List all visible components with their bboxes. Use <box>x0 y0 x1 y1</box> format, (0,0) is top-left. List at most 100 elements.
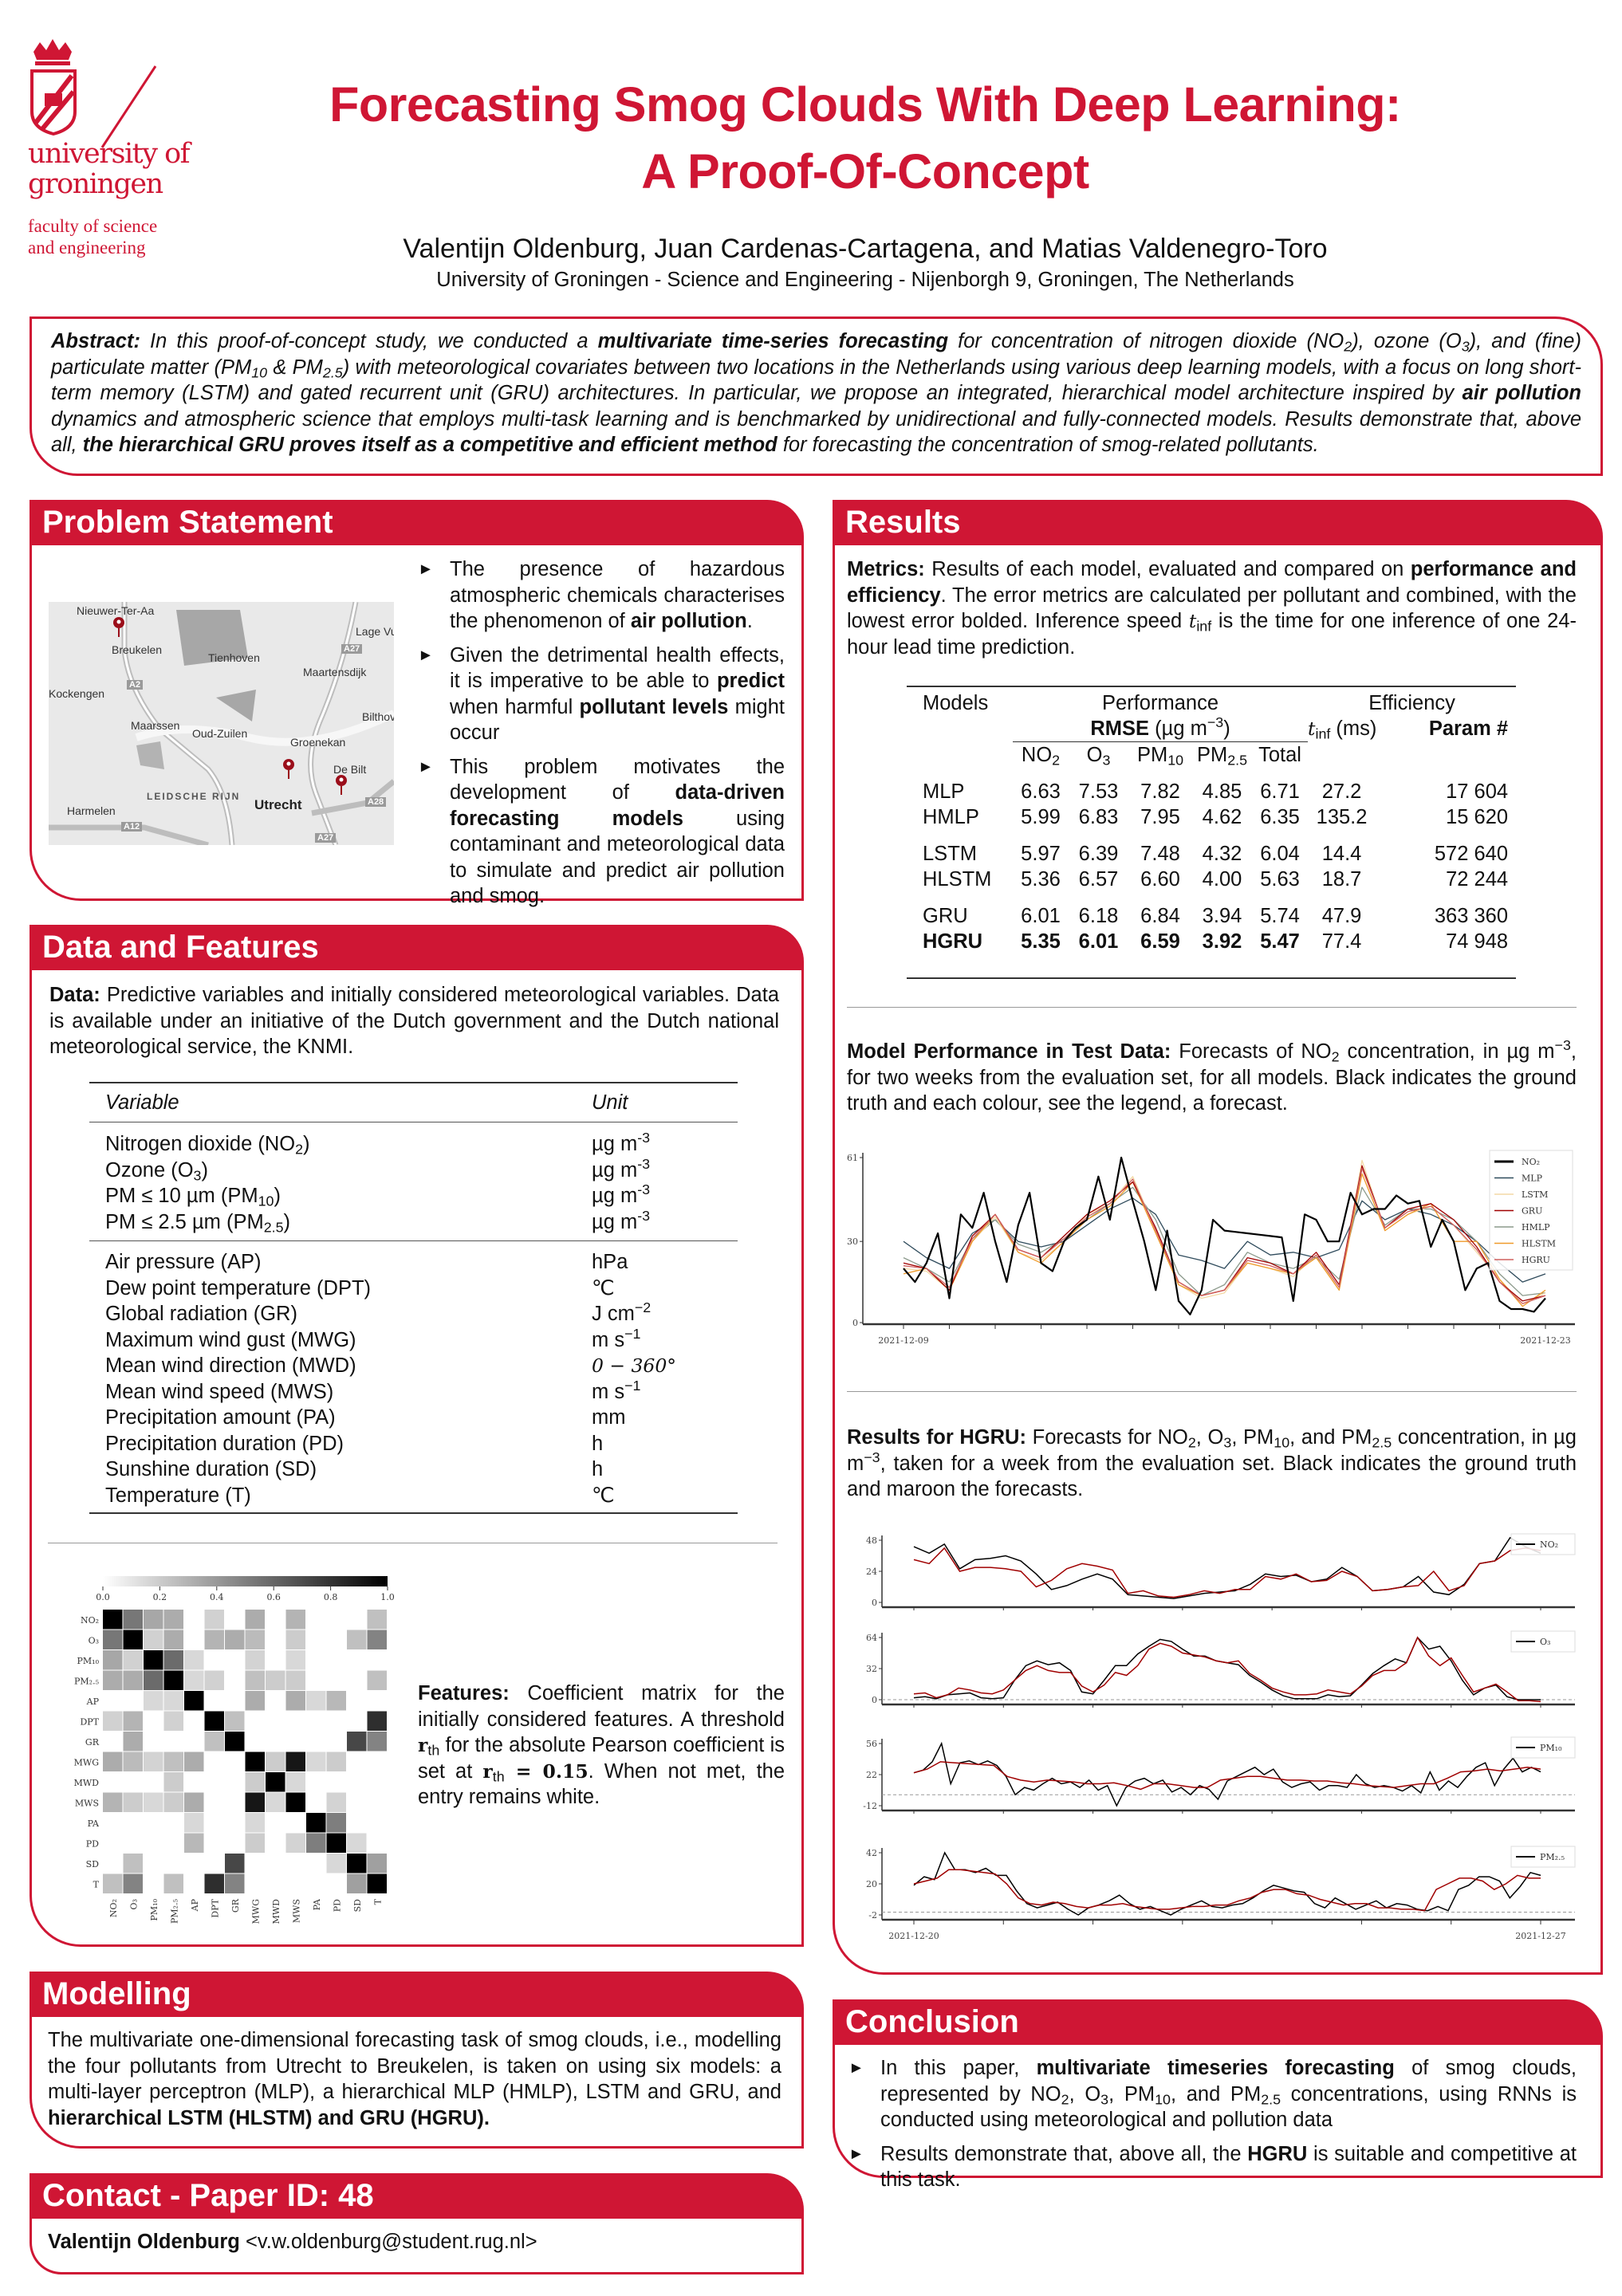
pollutant-col-header: Total <box>1252 742 1308 769</box>
text-segment: <v.w.oldenburg@student.rug.nl> <box>239 2231 537 2253</box>
table-bottom-rule <box>89 1512 738 1514</box>
text-segment: 10 <box>1274 1434 1290 1451</box>
text-segment: . The error metrics are calculated per p… <box>847 584 1577 633</box>
heatmap-cell-2-4 <box>184 1650 204 1670</box>
heatmap-cell-6-7 <box>245 1732 265 1751</box>
heatmap-col-label: MWG <box>250 1899 261 1924</box>
text-segment: Predictive variables and initially consi… <box>49 984 779 1058</box>
model: HLSTM <box>923 868 992 890</box>
text-segment: for concentration of nitrogen dioxide (N… <box>948 330 1344 352</box>
legend-label: NO₂ <box>1540 1539 1558 1550</box>
text-segment: when harmful <box>450 695 580 718</box>
series-line-hgru-forecast <box>913 1761 1541 1791</box>
heatmap-cell-4-5 <box>204 1691 224 1711</box>
model-performance-text: Model Performance in Test Data: Forecast… <box>847 1037 1577 1117</box>
map-label: Maarssen <box>131 719 180 732</box>
text-segment: −3 <box>864 1449 880 1465</box>
variable-name: Maximum wind gust (MWG) <box>105 1327 356 1354</box>
text-segment: , O <box>1069 2082 1101 2105</box>
heatmap-col-label: NO₂ <box>108 1899 119 1917</box>
text-segment: th <box>492 1767 505 1784</box>
rmse-value: 5.99 <box>1021 806 1061 828</box>
colorbar <box>103 1576 388 1586</box>
bullet-item: ► Results demonstrate that, above all, th… <box>847 2141 1577 2193</box>
heatmap-cell-4-8 <box>266 1691 285 1711</box>
text-segment: , O <box>1195 1426 1224 1449</box>
text-segment: air pollution <box>1462 382 1582 404</box>
hgru-pm10-chart: -12 22 56 PM₁₀ <box>863 1736 1576 1814</box>
heatmap-row-label: PM₂.₅ <box>74 1676 99 1686</box>
text-segment: th <box>427 1742 440 1759</box>
variable-unit: µg m-3 <box>592 1130 651 1158</box>
bullet-text: Given the detrimental health effects, it… <box>450 644 785 745</box>
divider <box>847 1391 1577 1392</box>
heatmap-cell-11-7 <box>245 1833 265 1853</box>
section-modelling <box>30 2017 804 2149</box>
text-segment: & PM <box>267 356 323 379</box>
road-badge: A27 <box>341 644 363 654</box>
road-badge: A2 <box>127 680 144 690</box>
col-unit-header: Unit <box>592 1091 628 1114</box>
heatmap-cell-6-4 <box>184 1732 204 1751</box>
text-segment: -3 <box>637 1130 651 1146</box>
param-value: 363 360 <box>1434 905 1509 927</box>
table-row: LSTM 5.97 6.39 7.48 4.32 6.04 14.4 572 640 <box>907 841 1516 867</box>
rmse-value: 3.92 <box>1202 930 1242 953</box>
features-text: Features: Coefficient matrix for the ini… <box>418 1681 785 1810</box>
affiliation: University of Groningen - Science and En… <box>436 269 1294 291</box>
series-line-ground-truth <box>913 1536 1541 1599</box>
table-row: Dew point temperature (DPT) ℃ <box>89 1276 738 1302</box>
heatmap-cell-13-3 <box>163 1873 183 1893</box>
heatmap-col-label: O₃ <box>128 1899 139 1909</box>
heatmap-cell-2-3 <box>163 1650 183 1670</box>
text-segment: 10 <box>251 364 268 380</box>
text-segment: Global radiation (GR) <box>105 1303 297 1325</box>
pollutant-col-header: PM2.5 <box>1192 742 1252 769</box>
heatmap-cell-7-9 <box>285 1751 305 1771</box>
heatmap-cell-9-3 <box>163 1792 183 1812</box>
heatmap-cell-13-12 <box>347 1873 367 1893</box>
university-crest-icon <box>30 39 157 148</box>
rmse-value: 7.53 <box>1078 780 1119 803</box>
heatmap-cell-8-1 <box>123 1772 143 1792</box>
series-line-hgru-forecast <box>913 1547 1541 1598</box>
bullet-text: The presence of hazardous atmospheric ch… <box>450 558 785 632</box>
heatmap-cell-13-1 <box>123 1873 143 1893</box>
text-segment: hierarchical LSTM (HLSTM) and GRU (HGRU)… <box>48 2106 490 2129</box>
heatmap-cell-8-10 <box>306 1772 326 1792</box>
series-line-hgru <box>903 1167 1546 1304</box>
text-segment: −3 <box>1554 1037 1571 1054</box>
section-title: Data and Features <box>42 930 319 965</box>
text-segment: ) with meteorological covariates between… <box>51 356 1581 405</box>
hgru-pm25-chart: -2 20 42 2021-12-20 2021-12-27 PM₂.₅ <box>866 1846 1576 1941</box>
variable-unit: µg m-3 <box>592 1182 650 1209</box>
text-segment: ℃ <box>592 1276 615 1299</box>
location-map: Nieuwer-Ter-Aa Breukelen Tienhoven Lage … <box>49 602 394 845</box>
heatmap-cell-11-6 <box>225 1833 245 1853</box>
section-title: Conclusion <box>845 2004 1019 2039</box>
heatmap-cell-1-13 <box>367 1630 387 1649</box>
heatmap-col-label: PM₂.₅ <box>169 1899 179 1924</box>
heatmap-cell-10-2 <box>144 1813 163 1833</box>
variable-unit: hPa <box>592 1249 628 1276</box>
section-title: Results <box>845 505 961 540</box>
map-label: Harmelen <box>67 804 116 817</box>
rmse-value: 4.62 <box>1202 806 1242 828</box>
tinf-value: 27.2 <box>1321 780 1362 803</box>
heatmap-cell-6-3 <box>163 1732 183 1751</box>
table-row: MLP 6.63 7.53 7.82 4.85 6.71 27.2 17 604 <box>907 779 1516 804</box>
text-segment: 3 <box>193 1166 202 1183</box>
heatmap-cell-4-0 <box>103 1691 123 1711</box>
heatmap-cell-0-7 <box>245 1610 265 1630</box>
text-segment: (ms) <box>1330 718 1377 741</box>
text-segment: the hierarchical GRU proves itself as a … <box>82 434 778 456</box>
heatmap-cell-2-6 <box>225 1650 245 1670</box>
text-segment: . <box>746 610 753 632</box>
heatmap-col-label: PM₁₀ <box>149 1898 159 1921</box>
results-subheader-row: RMSE (µg m−3) tinf (ms) Param # <box>907 715 1516 742</box>
tinf-value: 47.9 <box>1321 905 1362 927</box>
text-segment: t <box>1308 718 1316 741</box>
text-segment: Results for HGRU: <box>847 1426 1026 1449</box>
variable-name: Temperature (T) <box>105 1483 251 1509</box>
param-value: 17 604 <box>1446 780 1509 803</box>
